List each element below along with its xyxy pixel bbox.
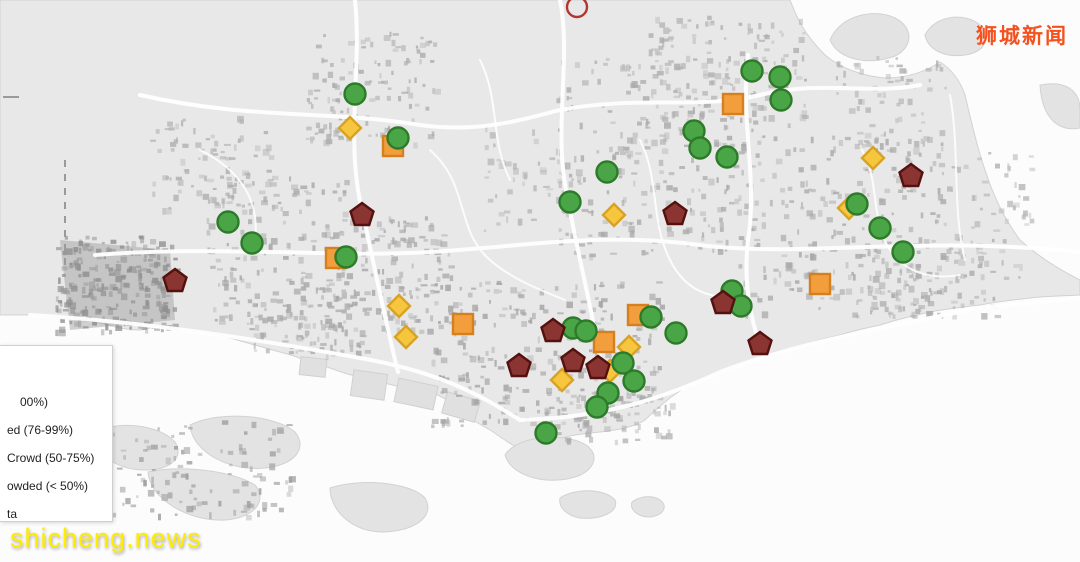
green-circle-marker[interactable] xyxy=(767,86,795,114)
maroon-pentagon-marker[interactable] xyxy=(161,266,189,294)
yellow-diamond-marker[interactable] xyxy=(385,292,413,320)
green-circle-marker[interactable] xyxy=(609,349,637,377)
yellow-diamond-marker[interactable] xyxy=(336,114,364,142)
minor-roads xyxy=(199,59,966,301)
green-circle-marker[interactable] xyxy=(583,393,611,421)
green-circle-marker[interactable] xyxy=(662,319,690,347)
orange-square-marker[interactable] xyxy=(806,270,834,298)
green-circle-marker[interactable] xyxy=(620,367,648,395)
port-piers xyxy=(298,356,481,423)
maroon-pentagon-marker[interactable] xyxy=(746,329,774,357)
legend-item-full: 00%) xyxy=(0,388,112,416)
maroon-pentagon-marker[interactable] xyxy=(559,346,587,374)
legend-label-moderate: Crowd (50-75%) xyxy=(7,451,95,465)
watermark-shicheng-news: shicheng.news xyxy=(10,523,202,553)
maroon-pentagon-marker[interactable] xyxy=(897,161,925,189)
yellow-diamond-marker[interactable] xyxy=(392,323,420,351)
green-circle-marker[interactable] xyxy=(532,419,560,447)
urban-texture xyxy=(55,15,1036,521)
boundary-dashes xyxy=(3,96,66,272)
green-circle-marker[interactable] xyxy=(866,214,894,242)
maroon-pentagon-marker[interactable] xyxy=(584,353,612,381)
orange-square-marker[interactable] xyxy=(449,310,477,338)
green-circle-marker[interactable] xyxy=(713,143,741,171)
yellow-diamond-marker[interactable] xyxy=(859,144,887,172)
green-circle-marker[interactable] xyxy=(341,80,369,108)
red-ring-marker[interactable] xyxy=(563,0,591,21)
watermark-chinese: 狮城新闻 xyxy=(976,25,1068,48)
offshore-islands xyxy=(37,13,1080,533)
legend-panel: 00%) ed (76-99%) Crowd (50-75%) owded (<… xyxy=(0,345,113,522)
green-circle-marker[interactable] xyxy=(766,63,794,91)
yellow-diamond-marker[interactable] xyxy=(600,201,628,229)
legend-label-no-data: ta xyxy=(7,507,18,521)
legend-label-not-crowded: owded (< 50%) xyxy=(7,479,89,493)
maroon-pentagon-marker[interactable] xyxy=(709,288,737,316)
green-circle-marker[interactable] xyxy=(238,229,266,257)
green-circle-marker[interactable] xyxy=(889,238,917,266)
green-circle-marker[interactable] xyxy=(572,317,600,345)
maroon-pentagon-marker[interactable] xyxy=(661,199,689,227)
maroon-pentagon-marker[interactable] xyxy=(505,351,533,379)
major-roads xyxy=(28,0,1080,422)
green-circle-marker[interactable] xyxy=(738,57,766,85)
green-circle-marker[interactable] xyxy=(593,158,621,186)
legend-label-crowded: ed (76-99%) xyxy=(7,423,74,437)
legend-label-full: 00%) xyxy=(20,395,49,409)
green-circle-marker[interactable] xyxy=(556,188,584,216)
green-circle-marker[interactable] xyxy=(332,243,360,271)
yellow-diamond-marker[interactable] xyxy=(548,366,576,394)
green-circle-marker[interactable] xyxy=(214,208,242,236)
legend-item-not-crowded: owded (< 50%) xyxy=(0,472,112,500)
green-circle-marker[interactable] xyxy=(384,124,412,152)
legend-item-moderate: Crowd (50-75%) xyxy=(0,444,112,472)
legend-item-crowded: ed (76-99%) xyxy=(0,416,112,444)
orange-square-marker[interactable] xyxy=(590,328,618,356)
green-circle-marker[interactable] xyxy=(637,303,665,331)
maroon-pentagon-marker[interactable] xyxy=(348,200,376,228)
green-circle-marker[interactable] xyxy=(843,190,871,218)
legend-item-no-data: ta xyxy=(0,500,112,528)
maroon-pentagon-marker[interactable] xyxy=(539,316,567,344)
orange-square-marker[interactable] xyxy=(719,90,747,118)
green-circle-marker[interactable] xyxy=(686,134,714,162)
